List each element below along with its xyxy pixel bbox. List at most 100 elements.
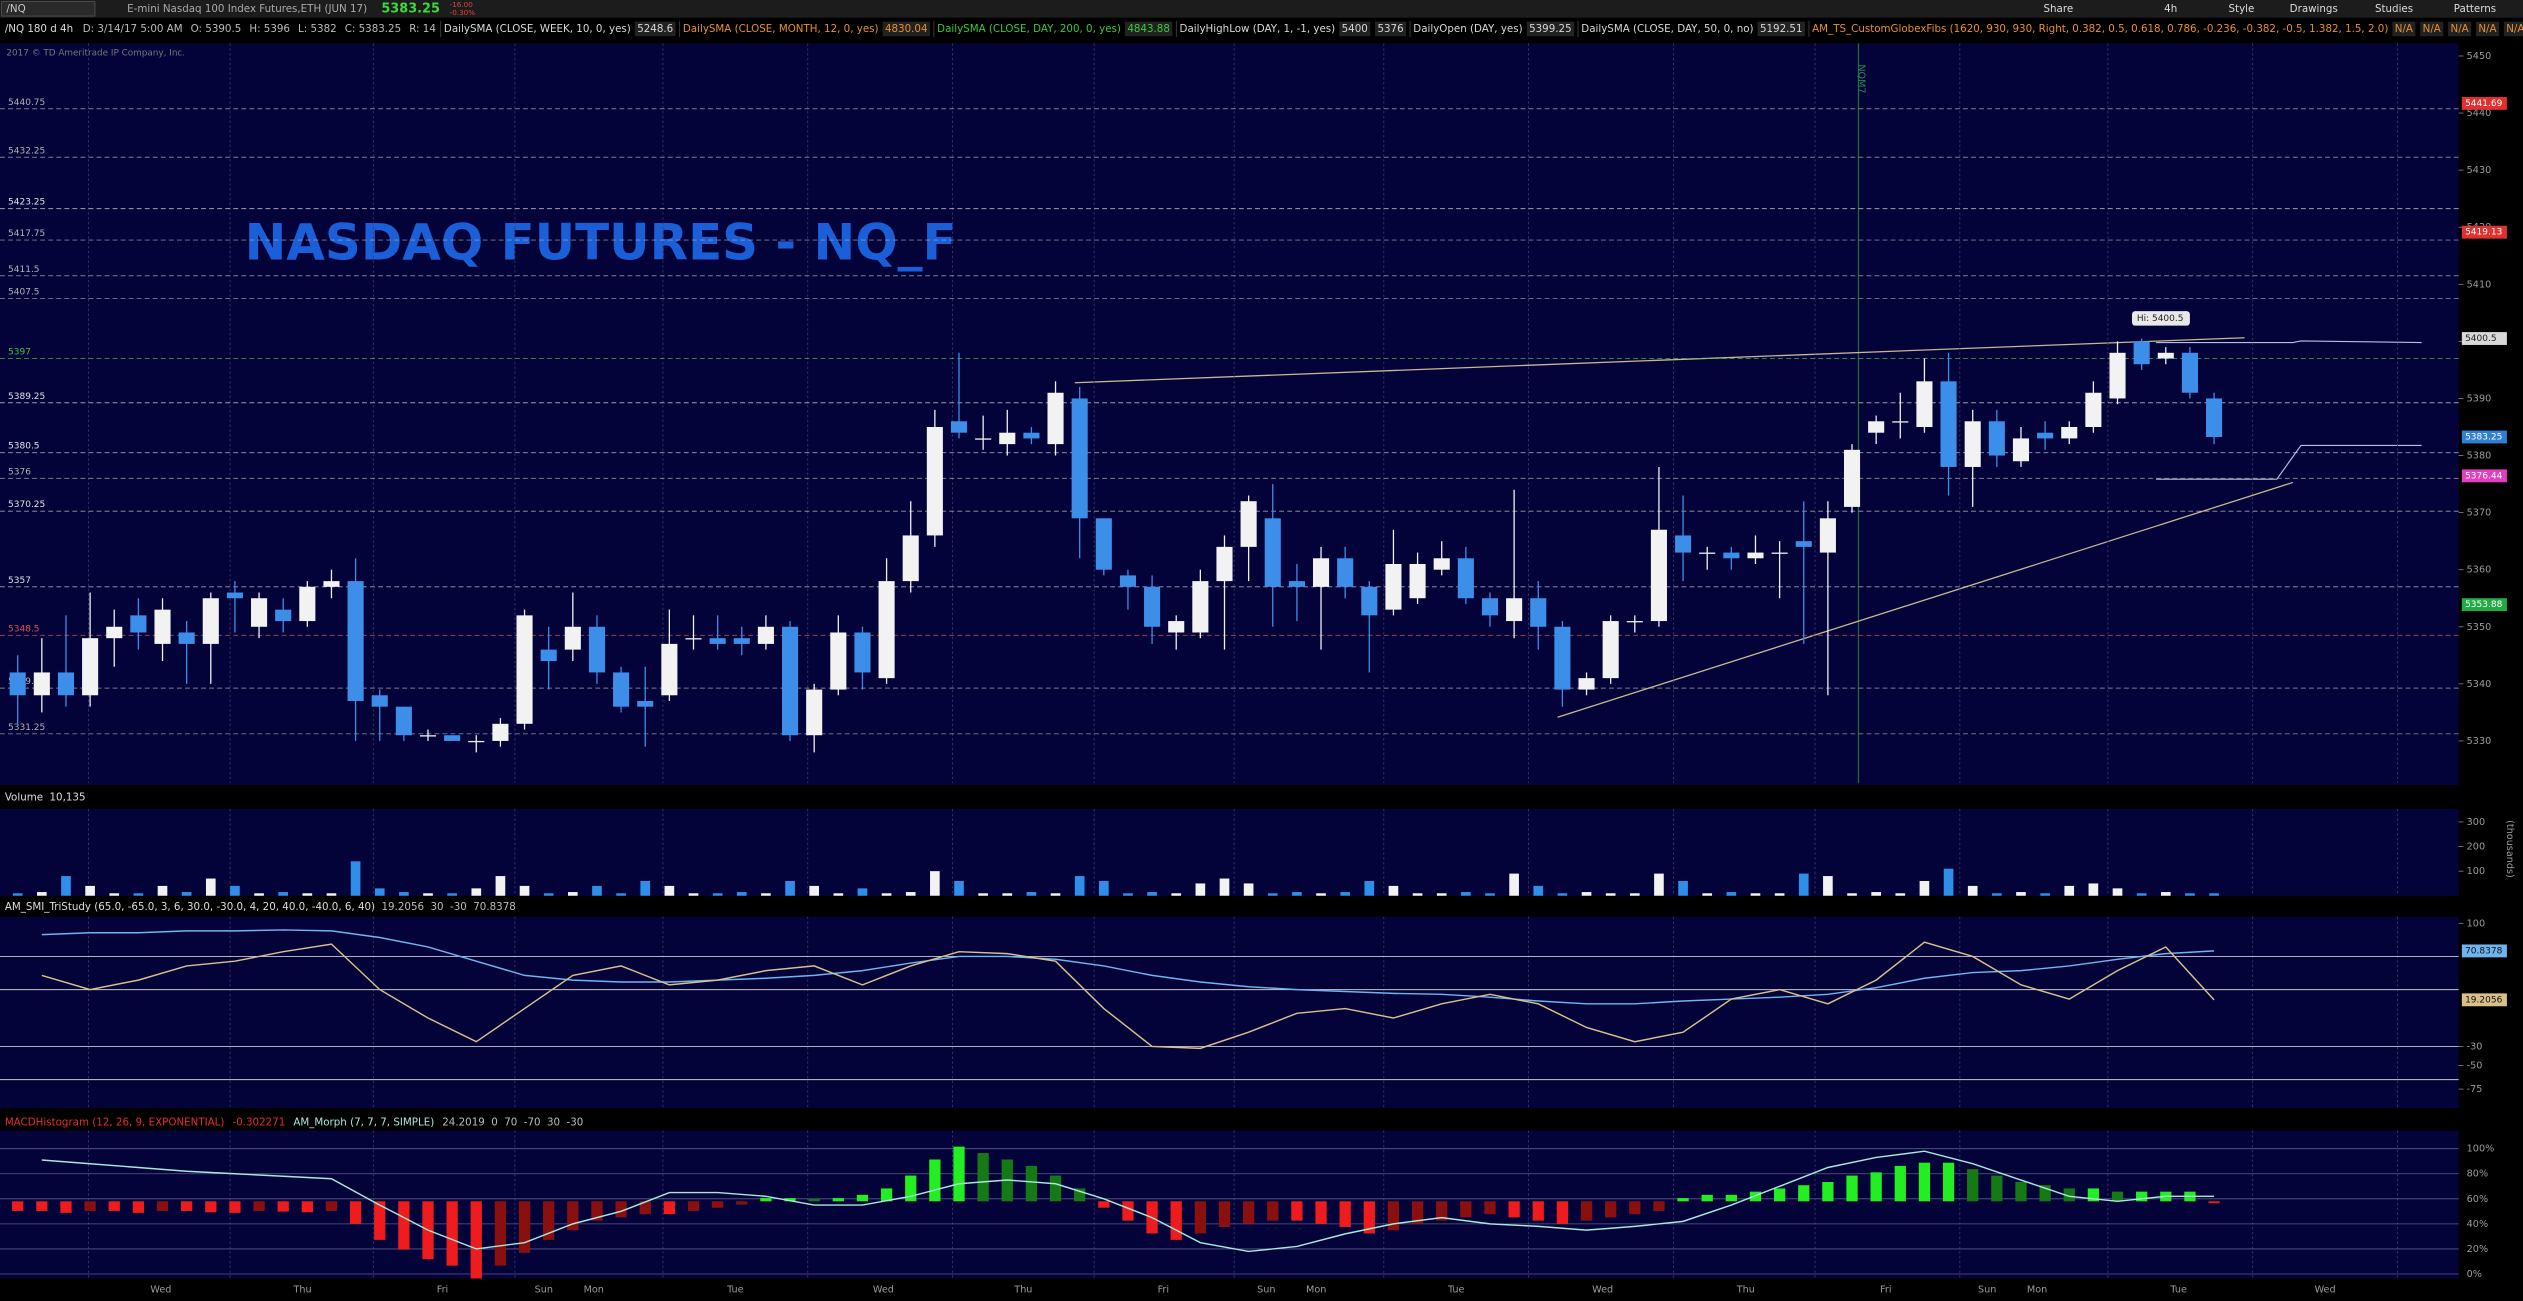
study-value: 4830.04 bbox=[885, 23, 928, 35]
volume-bar bbox=[1340, 892, 1350, 896]
volume-bar bbox=[857, 888, 868, 896]
macd-bar bbox=[784, 1198, 796, 1202]
candle-body bbox=[540, 649, 557, 662]
toolbar-button[interactable]: Share bbox=[2044, 3, 2074, 15]
study-value-box bbox=[2475, 21, 2499, 37]
macd-bar bbox=[1291, 1201, 1303, 1221]
study-label: DailyOpen (DAY, yes) bbox=[1413, 23, 1522, 35]
volume-bar bbox=[157, 885, 168, 896]
study-value: 5248.6 bbox=[637, 23, 673, 35]
macd-bar bbox=[1194, 1201, 1206, 1234]
macd-bar bbox=[1991, 1175, 2003, 1202]
macd-bar bbox=[1894, 1165, 1906, 1202]
macd-bar bbox=[1170, 1201, 1182, 1240]
study-label: DailyHighLow (DAY, 1, -1, yes) bbox=[1180, 23, 1336, 35]
price-level-label: 5423.25 bbox=[8, 198, 45, 208]
candle-body bbox=[1578, 678, 1595, 690]
volume-bar bbox=[85, 885, 95, 896]
candle-body bbox=[1988, 421, 2005, 456]
candle-body bbox=[1240, 501, 1257, 547]
price-level-label: 5397 bbox=[8, 348, 31, 358]
volume-bar bbox=[712, 893, 723, 896]
price-marker-label: 5376.44 bbox=[2465, 471, 2503, 481]
price-marker-label: 5400.5 bbox=[2465, 334, 2497, 344]
macd-bar bbox=[108, 1201, 120, 1211]
smi-line bbox=[41, 941, 2215, 1050]
y-tick-label: 5360 bbox=[2467, 565, 2492, 576]
price-level-label: 5440.75 bbox=[8, 98, 45, 108]
y-tick-label: -30 bbox=[2467, 1041, 2483, 1052]
macd-bar bbox=[1749, 1191, 1762, 1202]
candle-body bbox=[1168, 621, 1185, 633]
high-callout-label: Hi: 5400.5 bbox=[2137, 314, 2184, 324]
macd-bar bbox=[2208, 1201, 2220, 1204]
price-marker-label: 5419.13 bbox=[2465, 228, 2502, 238]
volume-bar bbox=[1388, 885, 1399, 896]
candle-body bbox=[1192, 581, 1209, 633]
volume-bar bbox=[1533, 885, 1544, 896]
y-tick-label: 5410 bbox=[2467, 279, 2492, 290]
macd-bar bbox=[1122, 1201, 1134, 1221]
candle-body bbox=[2037, 432, 2054, 439]
volume-bar bbox=[785, 880, 795, 896]
toolbar-button[interactable]: 4h bbox=[2164, 3, 2177, 15]
volume-bar bbox=[1123, 893, 1133, 896]
smi-marker-label: 19.2056 bbox=[2465, 995, 2503, 1005]
volume-bar bbox=[833, 893, 844, 896]
macd-bar bbox=[712, 1201, 724, 1208]
volume-bar bbox=[1581, 892, 1592, 896]
volume-bar bbox=[2016, 892, 2026, 896]
candle-body bbox=[757, 626, 774, 644]
study-value-box bbox=[2448, 21, 2472, 37]
volume-bar bbox=[1629, 893, 1640, 896]
price-level-label: 5357 bbox=[8, 576, 31, 586]
toolbar-button[interactable]: Patterns bbox=[2454, 3, 2496, 15]
change: -16.00 bbox=[450, 0, 474, 9]
volume-bar bbox=[399, 892, 409, 896]
volume-bar bbox=[1292, 892, 1302, 896]
x-tick-label: Wed bbox=[1592, 1285, 1613, 1296]
x-tick-label: Thu bbox=[1013, 1285, 1032, 1296]
x-tick-label: Sun bbox=[535, 1285, 553, 1296]
candle-body bbox=[1047, 392, 1064, 445]
volume-bar bbox=[1750, 893, 1761, 896]
volume-bar bbox=[302, 893, 313, 896]
candle-body bbox=[709, 638, 726, 644]
toolbar-button[interactable]: Studies bbox=[2375, 3, 2413, 15]
candle-body bbox=[1964, 421, 1981, 467]
price-level-label: 5411.5 bbox=[8, 265, 40, 275]
volume-bar bbox=[61, 876, 71, 896]
macd-bar bbox=[156, 1201, 169, 1211]
study-value: 5399.25 bbox=[1529, 23, 1572, 35]
volume-bar bbox=[1171, 893, 1182, 896]
macd-bar bbox=[2087, 1188, 2100, 1202]
candle-body bbox=[347, 581, 364, 701]
y-tick-label: -50 bbox=[2467, 1060, 2483, 1071]
candle-body bbox=[251, 598, 268, 627]
volume-bar bbox=[447, 893, 457, 896]
candle-body bbox=[950, 421, 968, 433]
macd-bar bbox=[760, 1198, 772, 1202]
candle-body bbox=[1337, 558, 1354, 587]
candle-body bbox=[1481, 598, 1499, 616]
macd-bar bbox=[1339, 1201, 1351, 1228]
volume-bar bbox=[1316, 893, 1326, 896]
y-tick-label: 5450 bbox=[2467, 51, 2492, 62]
symbol-box[interactable] bbox=[1, 1, 96, 17]
morph-readout: 24.2019 bbox=[442, 1116, 485, 1128]
macd-bar bbox=[567, 1201, 579, 1231]
toolbar-button[interactable]: Style bbox=[2229, 3, 2255, 15]
candle-body bbox=[2157, 352, 2174, 359]
macd-bar bbox=[1218, 1201, 1231, 1228]
candle-body bbox=[806, 689, 823, 736]
price-panel bbox=[0, 43, 2459, 785]
candle-body bbox=[1119, 575, 1136, 587]
study-value: N/A bbox=[2451, 23, 2469, 35]
study-value: N/A bbox=[2478, 23, 2496, 35]
volume-bar bbox=[230, 885, 240, 896]
morph-readout: 30 bbox=[547, 1116, 560, 1128]
candle-body bbox=[1795, 541, 1812, 547]
toolbar-button[interactable]: Drawings bbox=[2290, 3, 2338, 15]
macd-bar bbox=[60, 1201, 72, 1213]
